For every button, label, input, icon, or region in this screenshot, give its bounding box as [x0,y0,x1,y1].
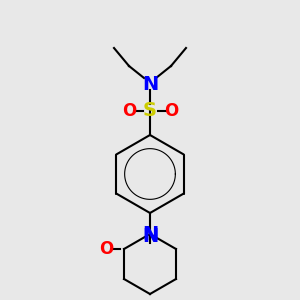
Text: S: S [143,101,157,121]
Text: N: N [142,227,158,247]
Text: N: N [142,224,158,244]
Text: O: O [122,102,136,120]
Text: O: O [99,240,113,258]
Text: O: O [164,102,178,120]
Text: N: N [142,74,158,94]
